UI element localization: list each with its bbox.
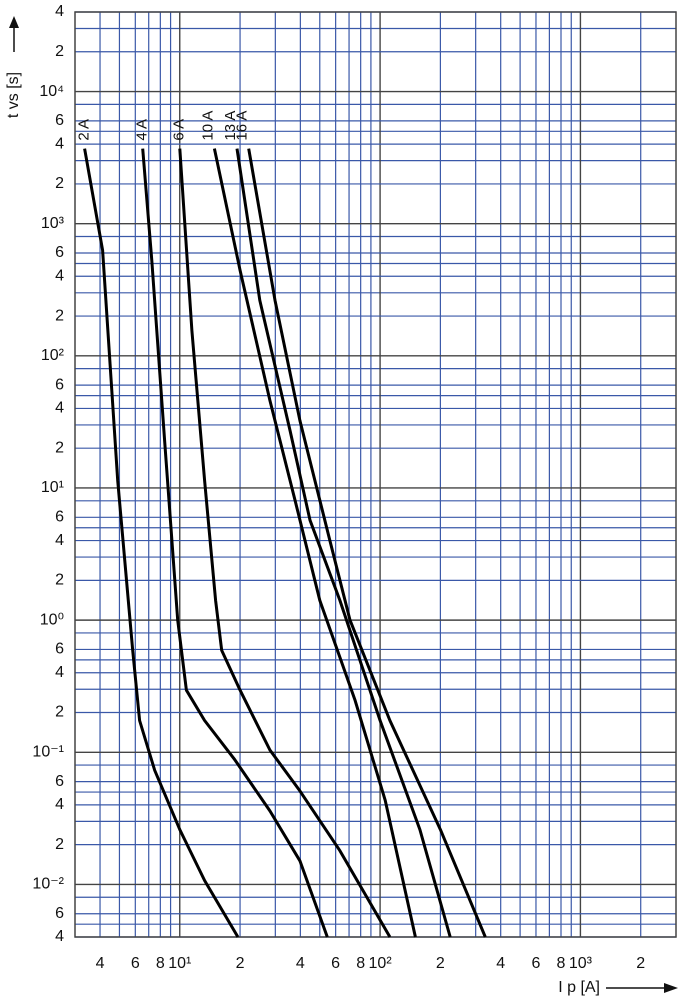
y-tick-label: 6 bbox=[55, 905, 64, 922]
x-tick-label: 2 bbox=[436, 955, 445, 972]
grid bbox=[75, 11, 676, 938]
y-tick-label: 10⁴ bbox=[39, 83, 64, 100]
x-tick-label: 2 bbox=[636, 955, 645, 972]
y-tick-label: 6 bbox=[55, 773, 64, 790]
y-tick-label: 2 bbox=[55, 439, 64, 456]
y-tick-label: 10² bbox=[41, 347, 65, 364]
y-tick-label: 4 bbox=[55, 135, 64, 152]
y-tick-label: 4 bbox=[55, 3, 64, 20]
x-tick-label: 4 bbox=[496, 955, 505, 972]
series-label: 6 A bbox=[171, 119, 188, 141]
y-tick-label: 10⁻¹ bbox=[32, 743, 64, 760]
series-label: 2 A bbox=[76, 119, 93, 141]
y-tick-label: 6 bbox=[55, 641, 64, 658]
y-tick-label: 10⁻² bbox=[32, 876, 64, 893]
series-label: 4 A bbox=[134, 119, 151, 141]
x-tick-label: 6 bbox=[532, 955, 541, 972]
series-label: 13 A bbox=[222, 111, 239, 141]
y-tick-label: 6 bbox=[55, 509, 64, 526]
x-axis-label: I p [A] bbox=[558, 979, 600, 996]
x-tick-label: 2 bbox=[236, 955, 245, 972]
series-label: 16 A bbox=[234, 111, 251, 141]
curve bbox=[141, 148, 329, 938]
y-tick-label: 4 bbox=[55, 796, 64, 813]
x-tick-label: 4 bbox=[296, 955, 305, 972]
curve bbox=[235, 148, 452, 938]
curve bbox=[247, 148, 487, 938]
x-tick-label: 10² bbox=[369, 955, 393, 972]
y-tick-label: 6 bbox=[55, 376, 64, 393]
y-tick-label: 4 bbox=[55, 664, 64, 681]
y-tick-label: 10⁰ bbox=[40, 611, 64, 628]
y-tick-label: 2 bbox=[55, 175, 64, 192]
y-tick-label: 4 bbox=[55, 400, 64, 417]
curve bbox=[178, 148, 392, 938]
curve bbox=[83, 148, 240, 938]
curve bbox=[212, 148, 417, 938]
y-axis-arrowhead bbox=[9, 16, 19, 28]
x-tick-label: 6 bbox=[331, 955, 340, 972]
x-tick-label: 8 bbox=[557, 955, 566, 972]
plot-frame bbox=[74, 11, 677, 938]
x-tick-label: 10³ bbox=[569, 955, 593, 972]
y-tick-label: 2 bbox=[55, 43, 64, 60]
x-tick-label: 8 bbox=[156, 955, 165, 972]
x-tick-label: 8 bbox=[356, 955, 365, 972]
y-tick-label: 4 bbox=[55, 928, 64, 945]
x-tick-label: 10¹ bbox=[168, 955, 191, 972]
y-tick-label: 6 bbox=[55, 112, 64, 129]
y-tick-label: 2 bbox=[55, 836, 64, 853]
x-axis-arrowhead bbox=[664, 983, 678, 993]
y-tick-label: 2 bbox=[55, 704, 64, 721]
y-tick-label: 4 bbox=[55, 268, 64, 285]
y-tick-label: 6 bbox=[55, 244, 64, 261]
y-tick-label: 4 bbox=[55, 532, 64, 549]
x-tick-label: 4 bbox=[96, 955, 105, 972]
y-tick-label: 10³ bbox=[41, 215, 65, 232]
x-tick-label: 6 bbox=[131, 955, 140, 972]
y-tick-label: 2 bbox=[55, 572, 64, 589]
series-label: 10 A bbox=[199, 111, 216, 141]
y-tick-label: 10¹ bbox=[41, 479, 64, 496]
y-tick-label: 2 bbox=[55, 307, 64, 324]
y-axis-label: t vs [s] bbox=[5, 72, 22, 118]
